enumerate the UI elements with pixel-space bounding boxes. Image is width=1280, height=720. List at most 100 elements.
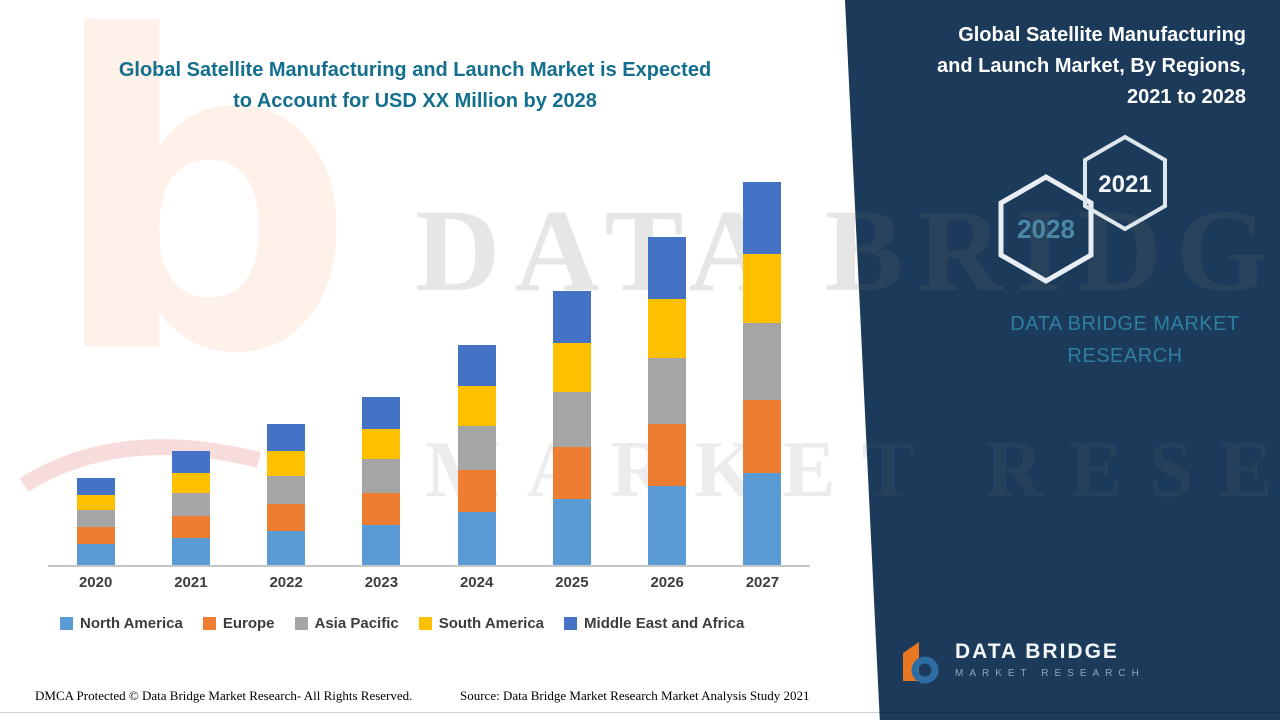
bar-segment-south-america: [743, 254, 782, 323]
x-axis-label-2021: 2021: [174, 574, 208, 591]
dmca-notice: DMCA Protected © Data Bridge Market Rese…: [35, 688, 413, 703]
legend-label: South America: [438, 615, 545, 632]
bar-segment-europe: [552, 447, 591, 499]
legend-item-middle-east-and-africa: Middle East and Africa: [564, 615, 744, 632]
bar-segment-asia-pacific: [76, 510, 115, 527]
bar-segment-middle-east-and-africa: [76, 478, 115, 495]
right-panel-background: [845, 0, 1280, 720]
panel-title-line2: and Launch Market, By Regions,: [937, 55, 1246, 77]
hexagon-2021-icon: [1083, 134, 1167, 232]
stacked-bar-2022: [267, 424, 306, 565]
hexagon-2028-icon: [998, 174, 1094, 284]
x-axis-label-2026: 2026: [650, 574, 684, 591]
bar-segment-south-america: [362, 429, 401, 459]
bar-segment-north-america: [171, 538, 210, 565]
legend-item-south-america: South America: [418, 615, 545, 632]
brand-wordmark-line2: RESEARCH: [1067, 345, 1183, 367]
legend-swatch-icon: [564, 617, 578, 630]
chart-title-line1: Global Satellite Manufacturing and Launc…: [118, 59, 712, 81]
panel-title-line1: Global Satellite Manufacturing: [958, 24, 1246, 46]
bar-segment-middle-east-and-africa: [552, 291, 591, 343]
bar-column-2020: [48, 478, 143, 565]
legend-item-asia-pacific: Asia Pacific: [294, 615, 399, 632]
right-panel: Global Satellite Manufacturing and Launc…: [845, 0, 1280, 720]
bar-segment-north-america: [76, 544, 115, 565]
legend-item-north-america: North America: [60, 615, 183, 632]
stacked-bar-2026: [648, 237, 687, 565]
bar-segment-north-america: [457, 512, 496, 565]
stacked-bar-2027: [743, 182, 782, 565]
chart-title-line2: to Account for USD XX Million by 2028: [233, 90, 597, 112]
bar-segment-north-america: [362, 525, 401, 565]
bar-segment-north-america: [552, 499, 591, 565]
stacked-bar-2021: [171, 451, 210, 565]
bar-segment-asia-pacific: [552, 392, 591, 447]
bar-segment-middle-east-and-africa: [648, 237, 687, 299]
bar-segment-south-america: [76, 495, 115, 510]
bar-column-2027: [715, 182, 810, 565]
company-logo-b-icon: [903, 642, 939, 684]
bar-segment-asia-pacific: [457, 426, 496, 470]
stacked-bar-2023: [362, 397, 401, 565]
x-axis-label-2023: 2023: [364, 574, 399, 591]
stacked-bar-2020: [76, 478, 115, 565]
legend-swatch-icon: [294, 617, 308, 630]
bar-segment-middle-east-and-africa: [267, 424, 306, 451]
x-axis-label-2027: 2027: [745, 574, 780, 591]
year-hexagons: 2028 2021: [998, 134, 1167, 284]
bar-column-2022: [239, 424, 334, 565]
hexagon-2028-label: 2028: [1017, 214, 1075, 244]
x-axis-label-2022: 2022: [269, 574, 303, 591]
bar-segment-middle-east-and-africa: [362, 397, 401, 429]
bar-column-2021: [143, 451, 238, 565]
legend-label: North America: [80, 615, 183, 632]
panel-title-line3: 2021 to 2028: [1127, 86, 1246, 108]
bar-segment-europe: [743, 400, 782, 473]
bar-segment-south-america: [267, 451, 306, 476]
bar-segment-south-america: [552, 343, 591, 392]
bar-column-2026: [620, 237, 715, 565]
company-logo: DATA BRIDGE MARKET RESEARCH: [893, 635, 1145, 685]
bar-segment-europe: [648, 424, 687, 486]
bar-column-2025: [524, 291, 619, 565]
company-logo-subname: MARKET RESEARCH: [955, 668, 1145, 679]
legend-label: Asia Pacific: [314, 615, 399, 632]
legend-swatch-icon: [418, 617, 432, 630]
bar-segment-europe: [267, 504, 306, 531]
chart-bars: [48, 108, 810, 567]
bar-segment-south-america: [171, 473, 210, 493]
legend-swatch-icon: [60, 617, 73, 630]
legend-label: Middle East and Africa: [584, 615, 745, 632]
bar-segment-europe: [362, 493, 401, 525]
legend: North America Europe Asia Pacific South Ame…: [60, 615, 810, 632]
brand-wordmark: DATA BRIDGE MARKET RESEARCH: [955, 308, 1280, 372]
brand-wordmark-line1: DATA BRIDGE MARKET: [1010, 313, 1240, 335]
stacked-bar-2024: [457, 345, 496, 565]
bar-segment-middle-east-and-africa: [457, 345, 496, 386]
legend-item-europe: Europe: [202, 615, 275, 632]
bar-segment-asia-pacific: [267, 476, 306, 504]
x-axis-label-2025: 2025: [555, 574, 589, 591]
bar-segment-asia-pacific: [171, 493, 210, 516]
bar-segment-asia-pacific: [743, 323, 782, 400]
bar-segment-asia-pacific: [648, 358, 687, 424]
stacked-bar-chart: 2020 2021 2022 2023 2024 2025 2026 2027 North A…: [48, 108, 810, 632]
x-axis-label-2024: 2024: [459, 574, 494, 591]
company-logo-name: DATA BRIDGE: [955, 640, 1119, 663]
bar-segment-middle-east-and-africa: [171, 451, 210, 473]
legend-label: Europe: [222, 615, 275, 632]
bar-column-2024: [429, 345, 524, 565]
panel-title: Global Satellite Manufacturing and Launc…: [937, 20, 1246, 113]
bar-segment-north-america: [267, 531, 306, 565]
x-axis-labels: 2020 2021 2022 2023 2024 2025 2026 2027: [48, 567, 810, 591]
bar-segment-north-america: [648, 486, 687, 565]
bar-segment-europe: [171, 516, 210, 538]
stacked-bar-2025: [552, 291, 591, 565]
x-axis-label-2020: 2020: [78, 574, 113, 591]
bar-segment-europe: [76, 527, 115, 544]
bar-segment-europe: [457, 470, 496, 512]
source-note: Source: Data Bridge Market Research Mark…: [460, 688, 810, 703]
chart-title: Global Satellite Manufacturing and Launc…: [60, 55, 770, 117]
bar-segment-asia-pacific: [362, 459, 401, 493]
bar-segment-south-america: [457, 386, 496, 426]
